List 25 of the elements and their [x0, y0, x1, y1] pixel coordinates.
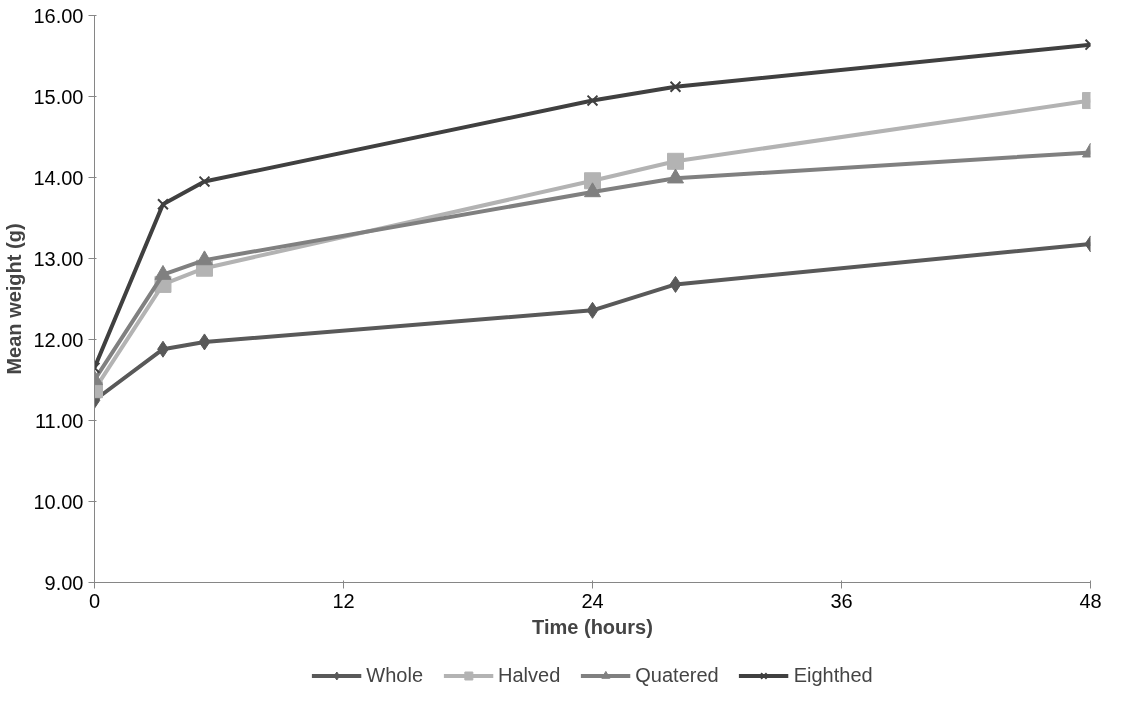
y-tick-label: 13.00: [33, 247, 84, 270]
y-tick-label: 15.00: [33, 85, 84, 108]
y-tick-label: 10.00: [33, 490, 84, 513]
y-tick-label: 14.00: [33, 166, 84, 189]
y-tick-label: 12.00: [33, 328, 84, 351]
y-tick-label: 11.00: [34, 409, 84, 432]
y-tick-label: 9.00: [44, 571, 84, 594]
legend-label: Quatered: [635, 663, 719, 687]
x-axis-title: Time (hours): [532, 615, 653, 638]
x-tick-label: 12: [332, 589, 355, 612]
point: [586, 94, 599, 107]
point: [584, 182, 601, 198]
x-tick-label: 24: [581, 589, 604, 612]
legend-label: Halved: [498, 663, 561, 687]
x-tick-label: 36: [830, 589, 853, 612]
point: [669, 275, 682, 293]
x-tick-label: 48: [1079, 589, 1102, 612]
y-axis-title: Mean weight (g): [3, 223, 26, 375]
legend-label: Whole: [366, 663, 424, 687]
y-tick-label: 16.00: [33, 4, 84, 27]
point: [586, 301, 599, 319]
x-tick-label: 0: [88, 589, 101, 612]
legend-label: Eighthed: [793, 663, 873, 687]
point: [667, 152, 684, 170]
point: [669, 80, 682, 93]
